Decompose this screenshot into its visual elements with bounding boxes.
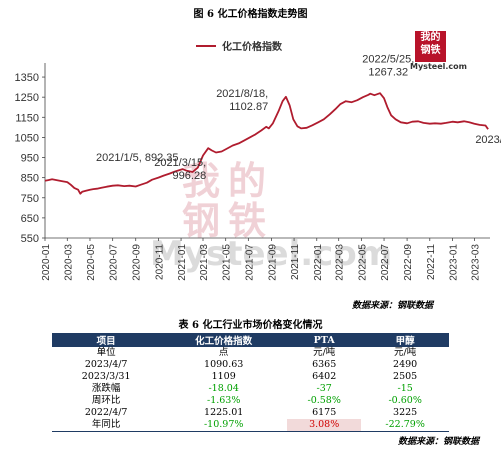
table-cell: 1090.63	[204, 359, 244, 370]
x-tick-label: 2022-11	[426, 244, 437, 280]
x-tick-label: 2021-11	[290, 244, 301, 280]
x-tick-label: 2022-09	[403, 244, 414, 281]
unit-index: 点	[218, 347, 229, 358]
x-tick-label: 2022-07	[380, 244, 391, 281]
y-tick-label: 950	[21, 153, 39, 165]
watermark-char: 钢	[182, 199, 220, 243]
row-label: 年同比	[52, 419, 161, 432]
table-cell: -0.58%	[307, 395, 341, 406]
y-tick-label: 1150	[15, 112, 39, 124]
x-tick-label: 2020-09	[132, 244, 143, 281]
logo-char-2: 的	[430, 32, 441, 43]
series-line	[44, 92, 489, 195]
row-label: 2023/4/7	[84, 359, 128, 370]
header-pta: PTA	[287, 333, 362, 347]
table-cell: -18.04	[208, 383, 239, 394]
x-tick-label: 2020-05	[86, 244, 97, 281]
x-tick-label: 2021-03	[199, 244, 210, 281]
data-label: 2021/1/5, 892.35	[96, 152, 179, 164]
table-row: 2022/4/7 1225.01 6175 3225	[52, 407, 449, 419]
y-tick-label: 850	[21, 173, 39, 185]
table-cell: -37	[316, 383, 332, 394]
table-cell: -22.79%	[361, 419, 449, 432]
row-label: 周环比	[91, 395, 121, 406]
data-label: 2023/4/7 1090.63	[475, 134, 501, 146]
table-cell: 6175	[312, 407, 337, 418]
y-tick-label: 1050	[15, 132, 39, 144]
table-cell: 3.08%	[287, 419, 362, 432]
table-cell: 2490	[393, 359, 418, 370]
price-change-table: 项目 化工价格指数 PTA 甲醇 单位 点 元/吨 元/吨 2023/4/7 10…	[52, 333, 449, 432]
x-tick-label: 2022-01	[313, 244, 324, 281]
table-cell: -1.63%	[206, 395, 241, 406]
x-tick-label: 2022-03	[335, 244, 346, 281]
table-cell: 3225	[393, 407, 418, 418]
table-title: 表 6 化工行业市场价格变化情况	[178, 320, 323, 331]
row-label: 2022/4/7	[84, 407, 128, 418]
table-cell: 2505	[393, 371, 418, 382]
price-index-chart: 我的钢 铁Mysteel.com5506507508509501050115012…	[15, 40, 501, 281]
y-tick-label: 1250	[15, 92, 39, 104]
unit-pta: 元/吨	[313, 347, 336, 358]
unit-methanol: 元/吨	[394, 347, 417, 358]
table-row: 2023/3/31 1109 6402 2505	[52, 371, 449, 383]
legend-label: 化工价格指数	[222, 40, 283, 53]
table-row: 涨跌幅 -18.04 -37 -15	[52, 383, 449, 395]
x-tick-label: 2021-09	[267, 244, 278, 281]
table-row: 2023/4/7 1090.63 6365 2490	[52, 359, 449, 371]
logo-char-1: 我	[420, 32, 431, 43]
x-tick-label: 2021-07	[244, 244, 255, 281]
x-tick-label: 2021-05	[222, 244, 233, 281]
table-header-row: 项目 化工价格指数 PTA 甲醇	[52, 333, 449, 347]
x-tick-label: 2020-11	[154, 244, 165, 280]
watermark-char: 的	[228, 159, 266, 203]
figure-source: 数据来源：钢联数据	[352, 301, 434, 311]
data-label: 2021/8/18,	[216, 88, 268, 100]
watermark-char: 我	[182, 159, 220, 203]
y-tick-label: 1350	[15, 72, 39, 84]
table-cell: -10.97%	[160, 419, 288, 432]
row-label: 2023/3/31	[81, 371, 131, 382]
x-tick-label: 2020-07	[109, 244, 120, 281]
table-source: 数据来源：钢联数据	[398, 437, 480, 447]
x-tick-label: 2021-01	[177, 244, 188, 281]
logo-char-3: 钢	[420, 45, 431, 56]
mysteel-logo: 我的 钢铁	[415, 31, 446, 62]
x-tick-label: 2020-01	[41, 244, 52, 281]
logo-char-4: 铁	[430, 45, 441, 56]
table-row: 年同比 -10.97% 3.08% -22.79%	[52, 419, 449, 432]
x-tick-label: 2023-01	[448, 244, 459, 281]
table-cell: 6402	[312, 371, 337, 382]
data-label: 2022/5/25,	[362, 54, 414, 66]
table-row: 周环比 -1.63% -0.58% -0.60%	[52, 395, 449, 407]
unit-label: 单位	[96, 347, 116, 358]
header-item: 项目	[52, 333, 161, 347]
table-cell: 6365	[312, 359, 337, 370]
header-methanol: 甲醇	[361, 333, 449, 347]
table-cell: -0.60%	[388, 395, 422, 406]
x-tick-label: 2022-05	[357, 244, 368, 281]
x-tick-label: 2020-03	[63, 244, 74, 281]
watermark-char: 铁	[228, 199, 266, 243]
data-label: 1102.87	[229, 101, 268, 113]
table-cell: 1109	[211, 371, 236, 382]
y-tick-label: 650	[21, 213, 39, 225]
y-tick-label: 550	[21, 233, 39, 245]
logo-text: Mysteel.com	[410, 62, 467, 71]
unit-row: 单位 点 元/吨 元/吨	[52, 347, 449, 359]
row-label: 涨跌幅	[91, 383, 121, 394]
y-tick-label: 750	[21, 193, 39, 205]
data-label: 996.28	[173, 170, 207, 182]
figure-title: 图 6 化工价格指数走势图	[193, 9, 308, 20]
data-label: 2021/3/15,	[154, 157, 206, 169]
header-index: 化工价格指数	[160, 333, 288, 347]
data-label: 1267.32	[368, 67, 408, 79]
table-cell: 1225.01	[204, 407, 244, 418]
table-cell: -15	[397, 383, 413, 394]
x-tick-label: 2023-03	[470, 244, 481, 281]
